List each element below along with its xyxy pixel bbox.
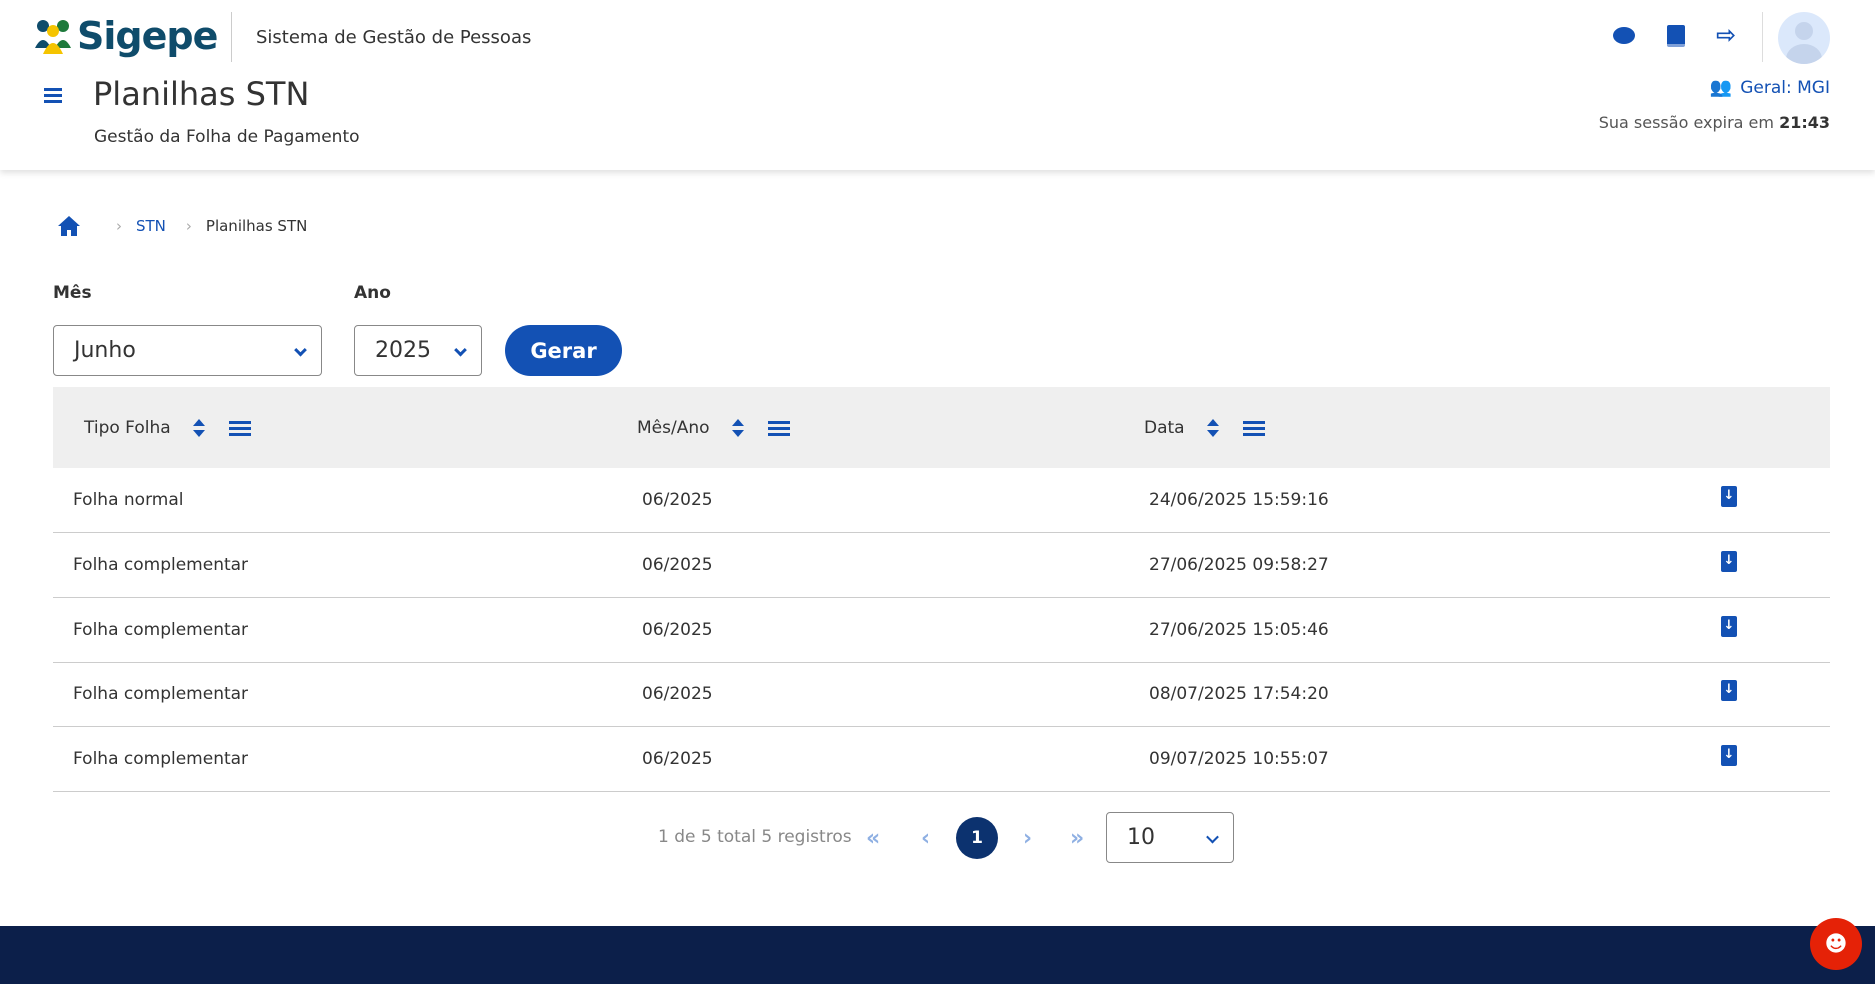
first-page-icon[interactable]: « xyxy=(866,826,881,851)
last-page-icon[interactable]: » xyxy=(1070,826,1085,851)
page-size-select[interactable]: 10 xyxy=(1106,812,1234,863)
menu-icon[interactable] xyxy=(44,88,62,103)
column-tipo-folha: Tipo Folha xyxy=(84,387,251,468)
home-icon[interactable] xyxy=(57,215,81,237)
sort-icon[interactable] xyxy=(1206,418,1219,437)
table-row: Folha normal 06/2025 24/06/2025 15:59:16 xyxy=(53,468,1830,533)
prev-page-icon[interactable]: ‹ xyxy=(921,826,931,851)
system-name: Sistema de Gestão de Pessoas xyxy=(256,27,532,48)
header-divider-right xyxy=(1762,12,1763,62)
chevron-down-icon xyxy=(1206,830,1219,843)
logout-icon[interactable]: ⇨ xyxy=(1716,21,1737,49)
filter-icon[interactable] xyxy=(228,418,251,437)
column-mes-ano: Mês/Ano xyxy=(637,387,790,468)
profile-link[interactable]: 👥 Geral: MGI xyxy=(1709,77,1830,98)
chat-assistant-button[interactable]: ☻ xyxy=(1810,918,1862,970)
breadcrumb-stn[interactable]: STN xyxy=(136,217,166,235)
year-label: Ano xyxy=(354,283,391,303)
filter-icon[interactable] xyxy=(767,418,790,437)
table-row: Folha complementar 06/2025 27/06/2025 15:0… xyxy=(53,598,1830,663)
chevron-down-icon xyxy=(454,343,467,356)
year-select[interactable]: 2025 xyxy=(354,325,482,376)
app-header: Sigepe Sistema de Gestão de Pessoas Plan… xyxy=(0,0,1875,170)
chevron-right-icon: › xyxy=(116,217,122,235)
download-file-icon[interactable] xyxy=(1721,680,1737,701)
chevron-right-icon: › xyxy=(185,217,192,235)
footer xyxy=(0,926,1875,984)
month-label: Mês xyxy=(53,283,92,303)
page-subtitle: Gestão da Folha de Pagamento xyxy=(94,127,360,147)
header-divider xyxy=(231,12,232,62)
people-logo-icon xyxy=(35,20,71,54)
download-file-icon[interactable] xyxy=(1721,745,1737,766)
page-1-button[interactable]: 1 xyxy=(956,817,998,859)
generate-button[interactable]: Gerar xyxy=(505,325,622,376)
users-gear-icon: 👥 xyxy=(1709,77,1733,98)
pagination-summary: 1 de 5 total 5 registros xyxy=(658,827,852,847)
sort-icon[interactable] xyxy=(731,418,744,437)
table-row: Folha complementar 06/2025 27/06/2025 09:5… xyxy=(53,533,1830,598)
chevron-down-icon xyxy=(294,343,307,356)
download-file-icon[interactable] xyxy=(1721,616,1737,637)
column-data: Data xyxy=(1144,387,1265,468)
filter-icon[interactable] xyxy=(1242,418,1265,437)
download-file-icon[interactable] xyxy=(1721,551,1737,572)
session-timer: Sua sessão expira em 21:43 xyxy=(1598,113,1830,132)
download-file-icon[interactable] xyxy=(1721,486,1737,507)
breadcrumb: › STN › Planilhas STN xyxy=(57,214,307,238)
avatar[interactable] xyxy=(1778,12,1830,64)
sort-icon[interactable] xyxy=(192,418,205,437)
sigepe-logo[interactable]: Sigepe xyxy=(33,14,218,58)
chat-icon[interactable] xyxy=(1613,27,1635,44)
table-header xyxy=(53,387,1830,468)
page-title: Planilhas STN xyxy=(93,75,310,113)
breadcrumb-current: Planilhas STN xyxy=(205,217,308,235)
month-select[interactable]: Junho xyxy=(53,325,322,376)
table-row: Folha complementar 06/2025 08/07/2025 17:5… xyxy=(53,662,1830,727)
table-row: Folha complementar 06/2025 09/07/2025 10:5… xyxy=(53,727,1830,792)
manual-book-icon[interactable] xyxy=(1667,25,1685,47)
next-page-icon[interactable]: › xyxy=(1023,826,1033,851)
